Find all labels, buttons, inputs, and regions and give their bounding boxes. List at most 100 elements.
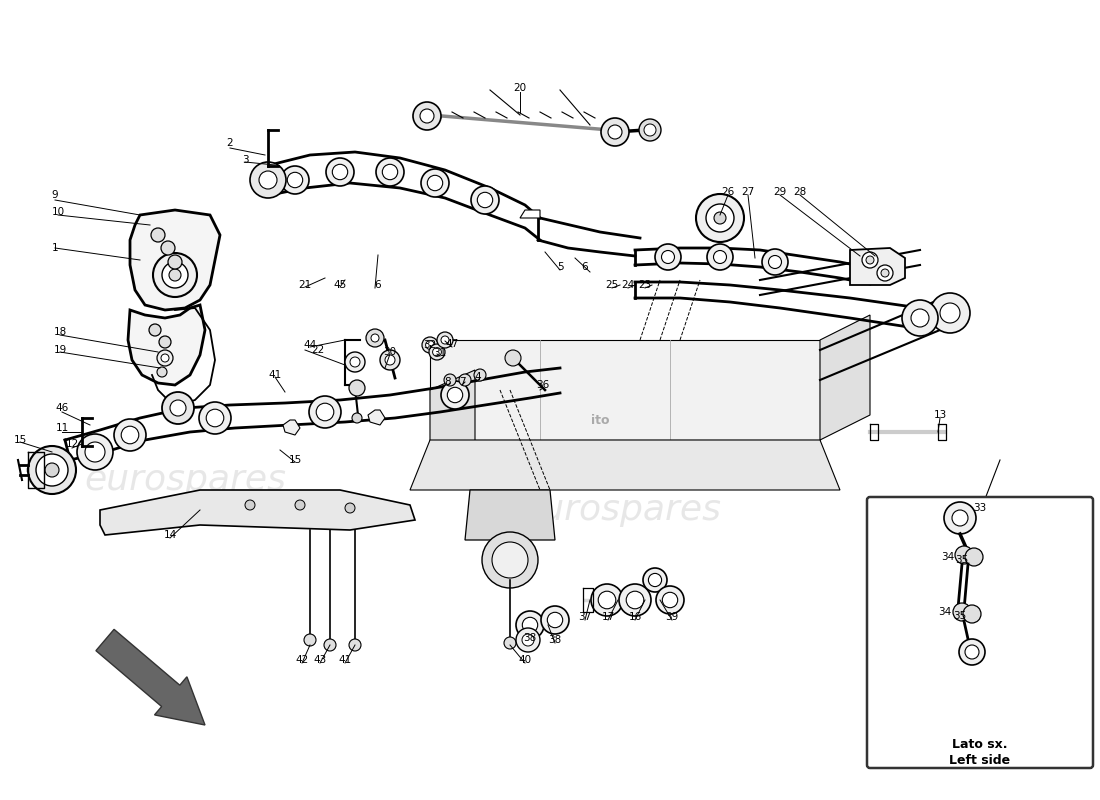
Circle shape bbox=[162, 262, 188, 288]
Circle shape bbox=[157, 350, 173, 366]
Circle shape bbox=[199, 402, 231, 434]
Circle shape bbox=[601, 118, 629, 146]
Polygon shape bbox=[410, 440, 840, 490]
Text: 15: 15 bbox=[13, 435, 26, 445]
Circle shape bbox=[250, 162, 286, 198]
Text: 19: 19 bbox=[54, 345, 67, 355]
Circle shape bbox=[881, 269, 889, 277]
Text: 37: 37 bbox=[579, 612, 592, 622]
Circle shape bbox=[459, 374, 471, 386]
Circle shape bbox=[429, 344, 446, 360]
Circle shape bbox=[477, 192, 493, 208]
Text: 8: 8 bbox=[444, 377, 451, 387]
Text: 39: 39 bbox=[666, 612, 679, 622]
Circle shape bbox=[258, 171, 277, 189]
Circle shape bbox=[902, 300, 938, 336]
Text: 6: 6 bbox=[582, 262, 588, 272]
Text: 28: 28 bbox=[793, 187, 806, 197]
Circle shape bbox=[644, 124, 656, 136]
Circle shape bbox=[714, 250, 726, 263]
Text: 13: 13 bbox=[934, 410, 947, 420]
Circle shape bbox=[162, 392, 194, 424]
Circle shape bbox=[482, 532, 538, 588]
Circle shape bbox=[121, 426, 139, 444]
Circle shape bbox=[345, 503, 355, 513]
Text: 25: 25 bbox=[605, 280, 618, 290]
Circle shape bbox=[170, 400, 186, 416]
Circle shape bbox=[376, 158, 404, 186]
Circle shape bbox=[426, 341, 434, 350]
Circle shape bbox=[696, 194, 744, 242]
Polygon shape bbox=[283, 420, 300, 435]
Circle shape bbox=[626, 591, 644, 609]
Circle shape bbox=[85, 442, 104, 462]
Circle shape bbox=[28, 446, 76, 494]
Text: 16: 16 bbox=[628, 612, 641, 622]
Text: 26: 26 bbox=[722, 187, 735, 197]
Text: 27: 27 bbox=[741, 187, 755, 197]
Circle shape bbox=[441, 336, 449, 344]
Circle shape bbox=[598, 591, 616, 609]
Text: 12: 12 bbox=[65, 439, 78, 449]
FancyBboxPatch shape bbox=[867, 497, 1093, 768]
Circle shape bbox=[516, 611, 544, 639]
Text: 34: 34 bbox=[942, 552, 955, 562]
Circle shape bbox=[769, 255, 781, 269]
Circle shape bbox=[148, 324, 161, 336]
Circle shape bbox=[206, 409, 223, 427]
Polygon shape bbox=[430, 340, 820, 440]
Circle shape bbox=[427, 175, 442, 190]
Circle shape bbox=[492, 542, 528, 578]
Circle shape bbox=[707, 244, 733, 270]
Circle shape bbox=[953, 603, 971, 621]
Text: 35: 35 bbox=[956, 555, 969, 565]
Circle shape bbox=[662, 592, 678, 608]
Polygon shape bbox=[100, 490, 415, 535]
Text: eurospares: eurospares bbox=[84, 463, 286, 497]
Circle shape bbox=[420, 109, 434, 123]
Circle shape bbox=[548, 612, 563, 628]
Circle shape bbox=[959, 639, 985, 665]
Circle shape bbox=[541, 606, 569, 634]
FancyArrow shape bbox=[96, 630, 205, 725]
Circle shape bbox=[324, 639, 336, 651]
Circle shape bbox=[168, 255, 182, 269]
Polygon shape bbox=[130, 210, 220, 310]
Text: 20: 20 bbox=[514, 83, 527, 93]
Circle shape bbox=[505, 350, 521, 366]
Circle shape bbox=[422, 337, 438, 353]
Text: 11: 11 bbox=[55, 423, 68, 433]
Circle shape bbox=[349, 639, 361, 651]
Text: 24: 24 bbox=[621, 280, 635, 290]
Text: 29: 29 bbox=[773, 187, 786, 197]
Text: 34: 34 bbox=[938, 607, 952, 617]
Circle shape bbox=[654, 244, 681, 270]
Circle shape bbox=[952, 510, 968, 526]
Text: 33: 33 bbox=[974, 503, 987, 513]
Text: 23: 23 bbox=[638, 280, 651, 290]
Circle shape bbox=[866, 256, 874, 264]
Circle shape bbox=[366, 329, 384, 347]
Circle shape bbox=[157, 367, 167, 377]
Circle shape bbox=[349, 380, 365, 396]
Circle shape bbox=[639, 119, 661, 141]
Circle shape bbox=[504, 637, 516, 649]
Text: 31: 31 bbox=[433, 348, 447, 358]
Circle shape bbox=[332, 164, 348, 180]
Polygon shape bbox=[850, 248, 905, 285]
Text: 15: 15 bbox=[288, 455, 301, 465]
Text: 30: 30 bbox=[384, 347, 397, 357]
Text: 2: 2 bbox=[227, 138, 233, 148]
Circle shape bbox=[161, 354, 169, 362]
Circle shape bbox=[153, 253, 197, 297]
Circle shape bbox=[432, 347, 441, 357]
Text: 38: 38 bbox=[549, 635, 562, 645]
Circle shape bbox=[955, 546, 974, 564]
Circle shape bbox=[36, 454, 68, 486]
Circle shape bbox=[371, 334, 380, 342]
Text: 36: 36 bbox=[537, 380, 550, 390]
Circle shape bbox=[444, 374, 456, 386]
Text: 35: 35 bbox=[954, 611, 967, 621]
Circle shape bbox=[619, 584, 651, 616]
Text: 22: 22 bbox=[311, 345, 324, 355]
